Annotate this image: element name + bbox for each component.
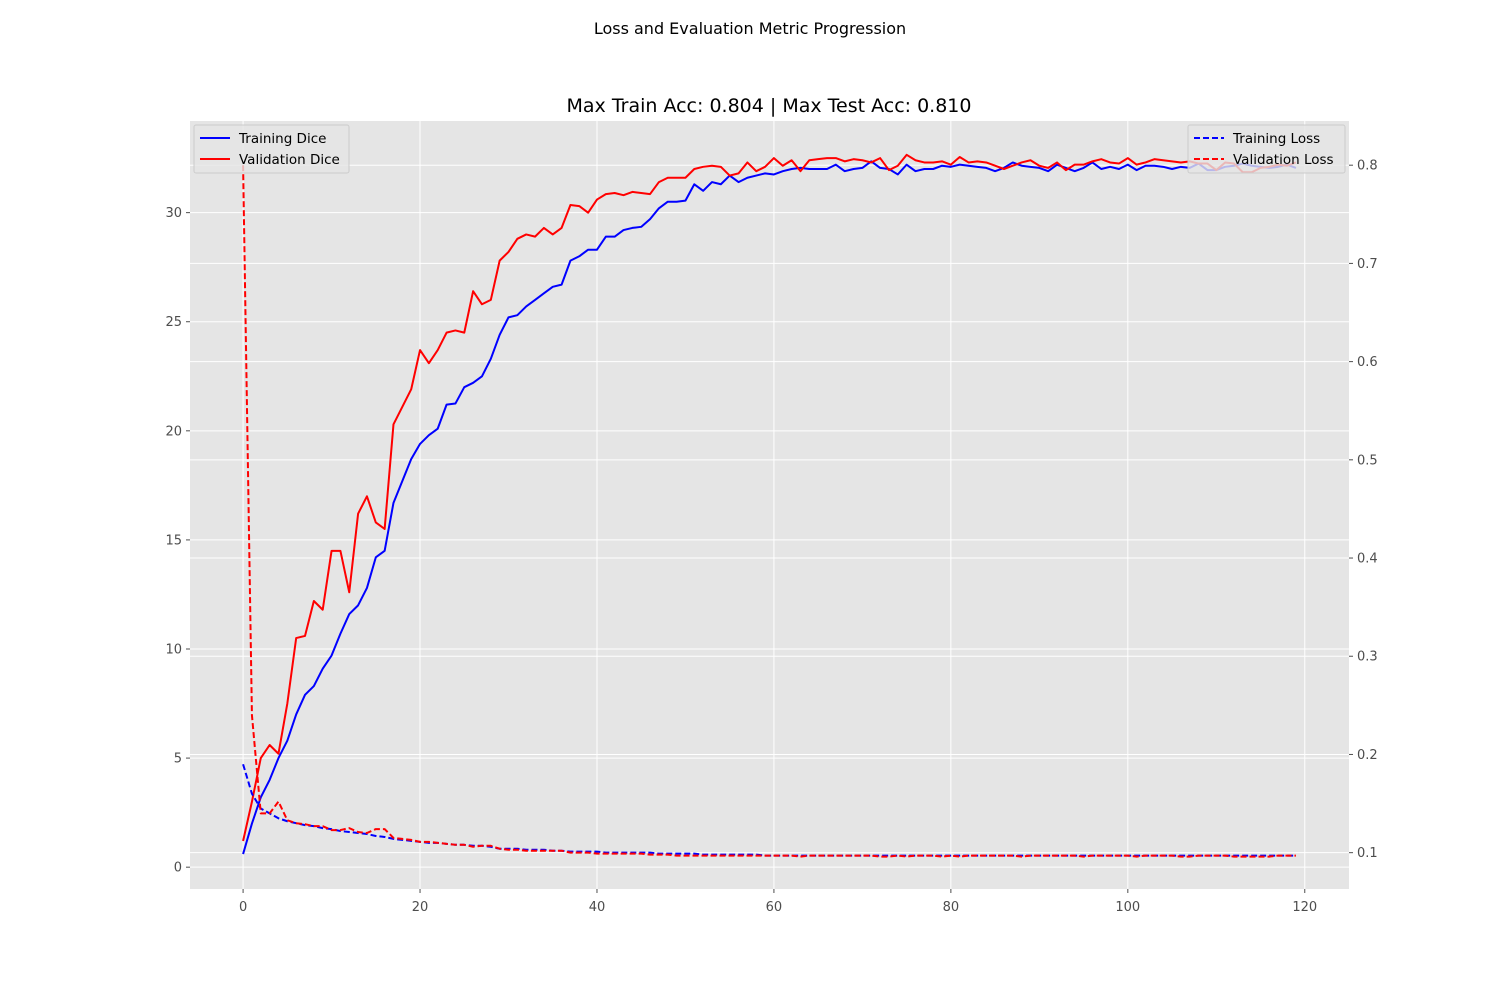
x-tick-label: 80	[943, 900, 960, 915]
y-right-tick-label: 0.3	[1357, 650, 1378, 665]
axis-ticks: 0 20 40 60 80 100 120 0 5 10 15 20 25 30 0.1 0.2 0.3 0.4 0…	[165, 159, 1377, 915]
axes-title: Max Train Acc: 0.804 | Max Test Acc: 0.8…	[567, 95, 972, 117]
validation-loss-line	[242, 165, 1296, 858]
figure-suptitle: Loss and Evaluation Metric Progression	[594, 19, 906, 38]
x-tick-label: 20	[412, 900, 429, 915]
legend-dice-frame	[193, 124, 350, 174]
y-right-tick-label: 0.1	[1357, 846, 1378, 861]
y-left-tick-label: 0	[174, 861, 182, 876]
y-left-tick-label: 5	[174, 752, 182, 767]
x-tick-label: 120	[1292, 900, 1317, 915]
legend-loss: Training Loss Validation Loss	[1187, 124, 1346, 174]
y-right-tick-label: 0.4	[1357, 552, 1378, 567]
legend-training-loss-label: Training Loss	[1232, 131, 1320, 147]
legend-training-dice-label: Training Dice	[238, 131, 326, 147]
y-left-tick-label: 20	[165, 424, 182, 439]
legend-validation-loss-label: Validation Loss	[1233, 152, 1334, 168]
x-tick-label: 0	[239, 900, 247, 915]
y-right-tick-label: 0.8	[1357, 159, 1378, 174]
legend-validation-dice-label: Validation Dice	[239, 152, 340, 168]
y-right-tick-label: 0.7	[1357, 257, 1378, 272]
y-right-tick-label: 0.2	[1357, 748, 1378, 763]
x-tick-label: 60	[766, 900, 783, 915]
y-left-tick-label: 30	[165, 206, 182, 221]
x-tick-label: 40	[589, 900, 606, 915]
training-dice-line	[242, 160, 1297, 855]
y-left-tick-label: 10	[165, 643, 182, 658]
x-tick-label: 100	[1115, 900, 1140, 915]
y-left-tick-label: 15	[165, 533, 182, 548]
validation-dice-line	[242, 153, 1297, 842]
plot-area	[190, 121, 1349, 889]
y-right-tick-label: 0.6	[1357, 355, 1378, 370]
y-left-tick-label: 25	[165, 315, 182, 330]
legend-dice: Training Dice Validation Dice	[193, 124, 350, 174]
series-lines	[242, 153, 1297, 858]
y-right-tick-label: 0.5	[1357, 453, 1378, 468]
legend-loss-frame	[1187, 124, 1346, 174]
